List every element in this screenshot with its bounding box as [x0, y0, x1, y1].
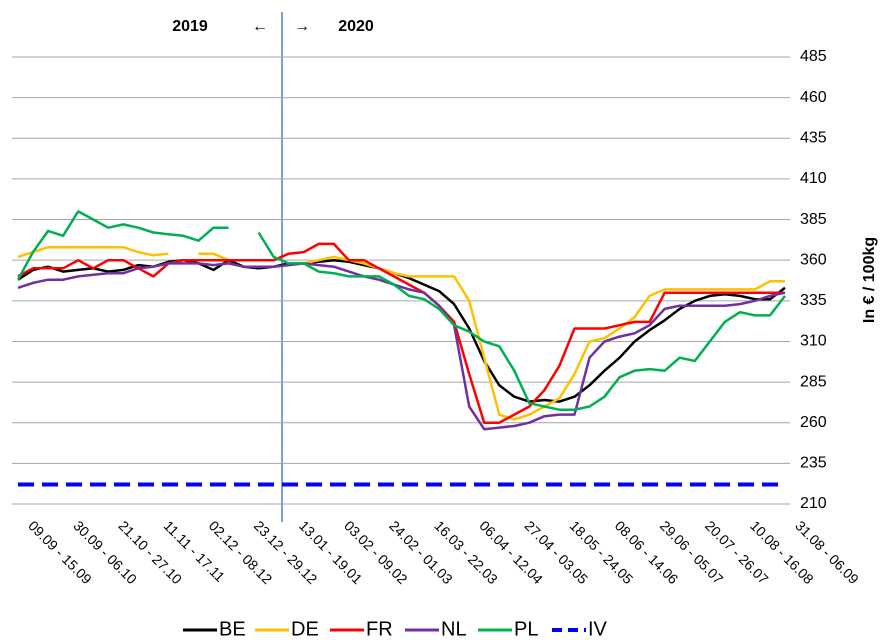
legend-item: DE [255, 618, 319, 640]
legend-label: PL [514, 618, 538, 640]
series-line [17, 262, 786, 431]
y-tick-label: 285 [800, 373, 827, 390]
legend-label: IV [588, 618, 608, 640]
series-line [16, 210, 786, 411]
legend-label: BE [219, 618, 246, 640]
legend-item: PL [478, 618, 538, 640]
y-tick-label: 435 [800, 129, 827, 146]
annotation: 2020 [338, 18, 374, 35]
y-tick-label: 335 [800, 292, 827, 309]
y-tick-label: 210 [800, 495, 827, 512]
y-tick-label: 410 [800, 170, 827, 187]
legend-item: BE [183, 618, 246, 640]
y-tick-label: 485 [800, 48, 827, 65]
annotation: → [294, 18, 310, 35]
series-line [17, 242, 785, 424]
annotation: ← [252, 18, 268, 35]
legend-label: FR [366, 618, 393, 640]
legend-item: NL [405, 618, 467, 640]
y-tick-label: 310 [800, 333, 827, 350]
y-tick-label: 235 [800, 455, 827, 472]
y-tick-label: 260 [800, 414, 827, 431]
series-line [17, 245, 785, 421]
y-tick-label: 460 [800, 89, 827, 106]
legend-item: FR [330, 618, 393, 640]
legend-label: NL [441, 618, 467, 640]
y-tick-label: 385 [800, 211, 827, 228]
annotation: 2019 [172, 18, 208, 35]
y-tick-label: 360 [800, 251, 827, 268]
legend-label: DE [291, 618, 319, 640]
legend-item: IV [552, 618, 608, 640]
y-axis-label: In € / 100kg [861, 237, 878, 323]
